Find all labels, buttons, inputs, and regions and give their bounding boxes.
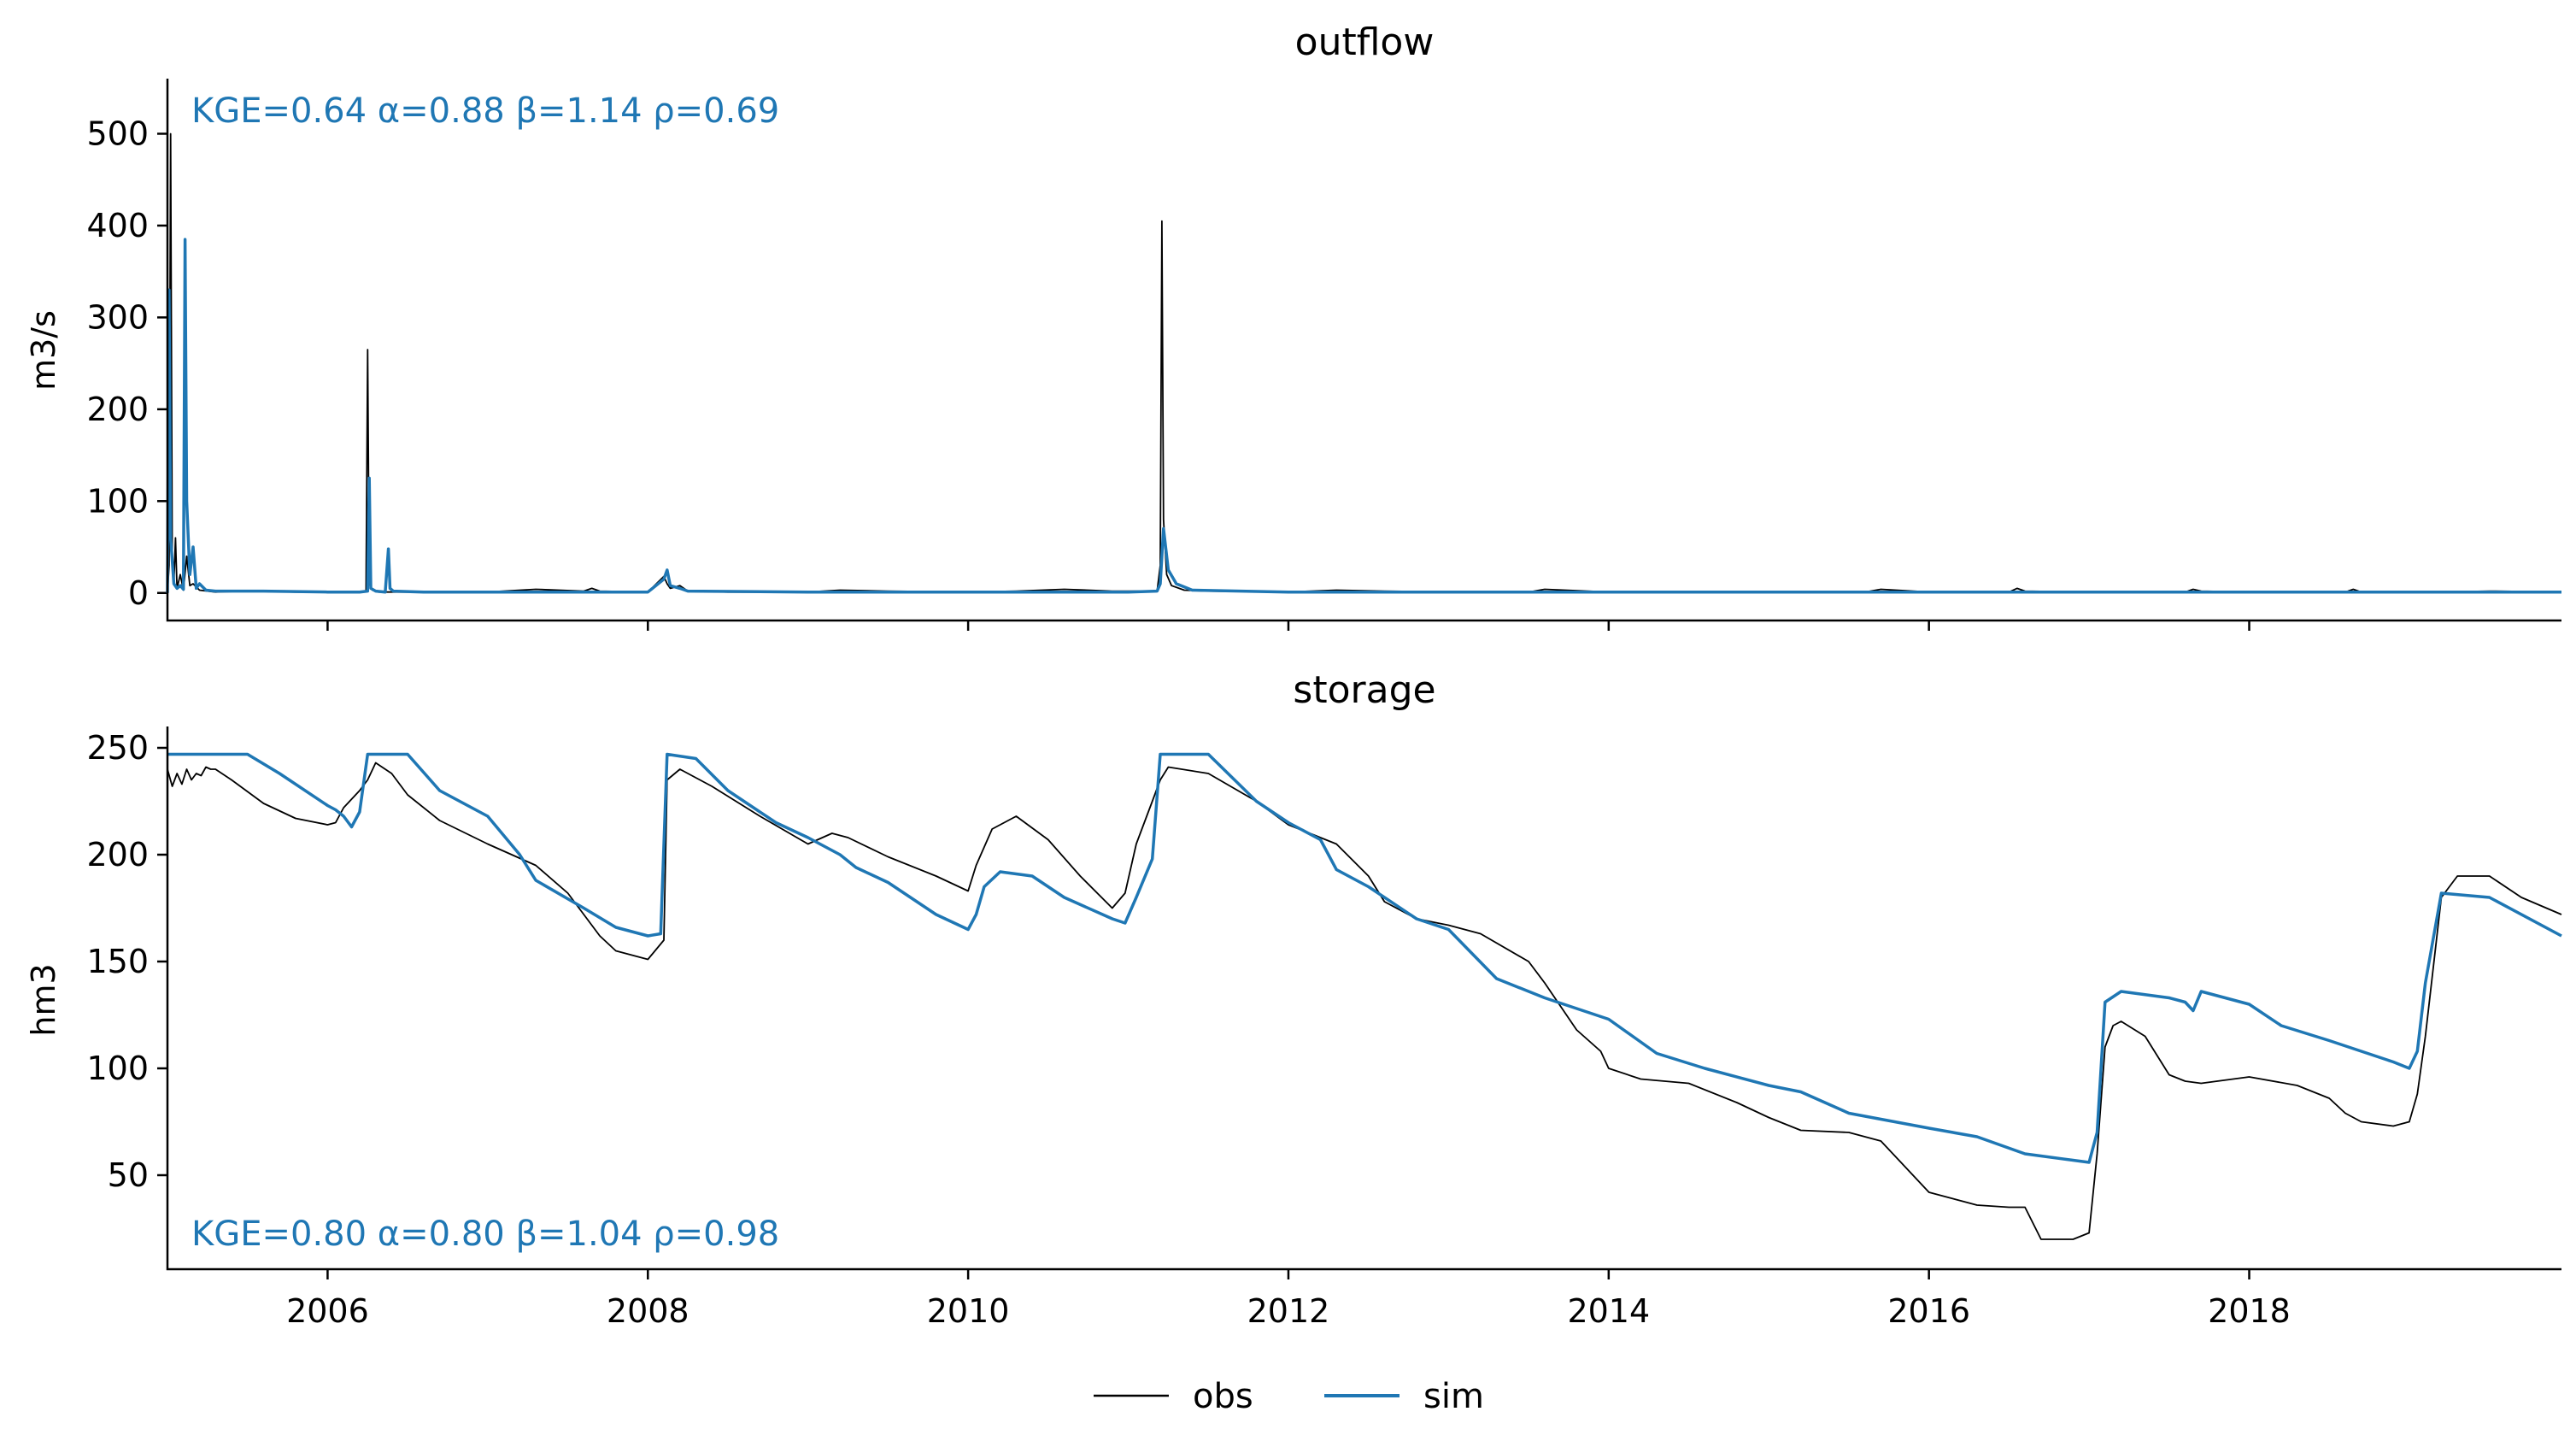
storage-x-tick-label: 2014 xyxy=(1567,1292,1650,1330)
storage-y-ticks: 50 100 150 200 250 xyxy=(86,729,167,1194)
outflow-panel: outflow m3/s KGE=0.64 α=0.88 β=1.14 ρ=0.… xyxy=(25,21,2562,631)
storage-y-tick-label: 50 xyxy=(108,1156,149,1194)
storage-series xyxy=(167,752,2562,1240)
storage-obs-line xyxy=(167,762,2562,1240)
outflow-x-ticks xyxy=(326,621,2250,631)
outflow-series xyxy=(166,132,2562,594)
storage-x-tick-label: 2012 xyxy=(1247,1292,1330,1330)
storage-panel: storage hm3 KGE=0.80 α=0.80 β=1.04 ρ=0.9… xyxy=(25,668,2562,1330)
storage-x-tick-label: 2018 xyxy=(2208,1292,2291,1330)
outflow-sim-line xyxy=(166,238,2561,594)
storage-x-tick-label: 2008 xyxy=(607,1292,689,1330)
outflow-y-tick-label: 200 xyxy=(86,391,149,428)
storage-y-tick-label: 200 xyxy=(86,836,149,873)
storage-y-axis-label: hm3 xyxy=(25,963,62,1036)
outflow-kge-annotation: KGE=0.64 α=0.88 β=1.14 ρ=0.69 xyxy=(191,91,779,131)
storage-x-tick-label: 2016 xyxy=(1887,1292,1970,1330)
storage-x-tick-label: 2010 xyxy=(927,1292,1010,1330)
storage-y-tick-label: 250 xyxy=(86,729,149,767)
storage-sim-line xyxy=(167,752,2562,1164)
outflow-y-tick-label: 0 xyxy=(128,574,149,612)
outflow-title: outflow xyxy=(1295,21,1435,64)
outflow-y-axis-label: m3/s xyxy=(25,310,62,391)
outflow-y-tick-label: 300 xyxy=(86,298,149,336)
legend: obs sim xyxy=(1094,1377,1484,1416)
outflow-y-ticks: 0 100 200 300 400 500 xyxy=(86,115,167,612)
outflow-y-tick-label: 100 xyxy=(86,482,149,520)
storage-axes-spines xyxy=(166,726,2561,1271)
outflow-y-tick-label: 400 xyxy=(86,207,149,244)
legend-sim-label: sim xyxy=(1423,1377,1484,1416)
storage-x-tick-label: 2006 xyxy=(286,1292,369,1330)
outflow-axes-spines xyxy=(166,79,2561,622)
storage-y-tick-label: 100 xyxy=(86,1050,149,1087)
storage-kge-annotation: KGE=0.80 α=0.80 β=1.04 ρ=0.98 xyxy=(191,1215,779,1254)
legend-obs-label: obs xyxy=(1193,1377,1253,1416)
outflow-y-tick-label: 500 xyxy=(86,115,149,152)
storage-title: storage xyxy=(1293,668,1435,712)
storage-x-ticks: 2006 2008 2010 2012 2014 2016 2018 xyxy=(286,1269,2291,1330)
storage-y-tick-label: 150 xyxy=(86,943,149,980)
